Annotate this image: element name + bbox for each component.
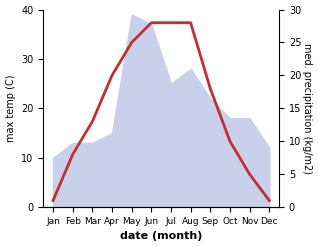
X-axis label: date (month): date (month) [120, 231, 202, 242]
Y-axis label: med. precipitation (kg/m2): med. precipitation (kg/m2) [302, 43, 313, 174]
Y-axis label: max temp (C): max temp (C) [5, 75, 16, 142]
